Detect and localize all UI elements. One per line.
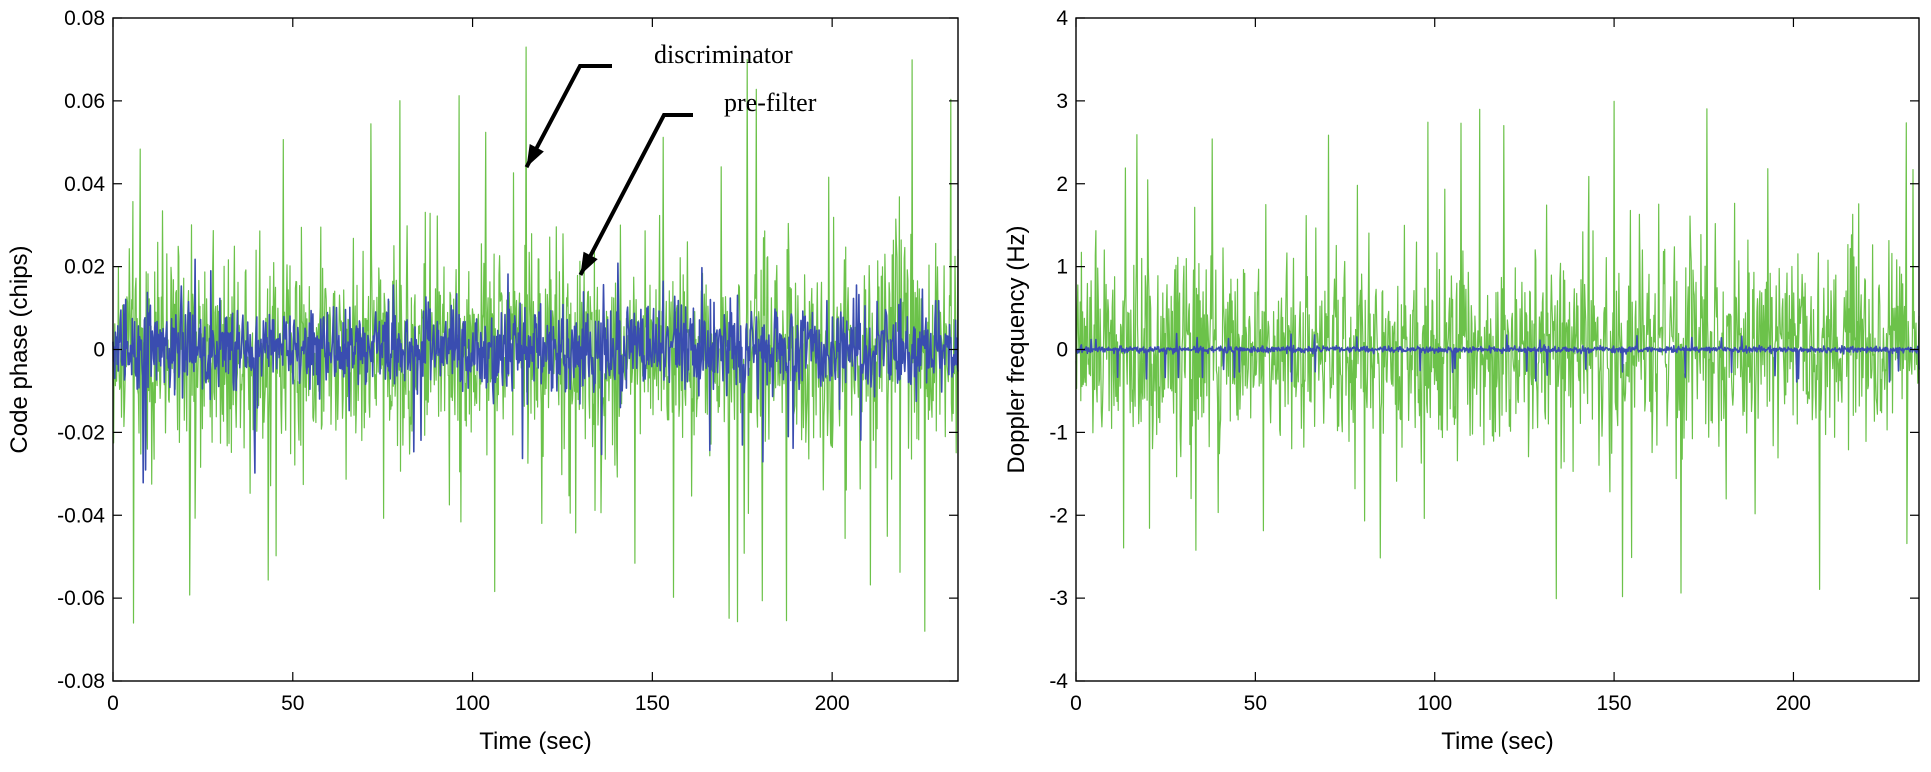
code-phase-panel: -0.08 -0.06 -0.04 -0.02 0 0.02 0.04 0.06 0.08 0 50… bbox=[6, 7, 959, 755]
y-tick-label: -0.06 bbox=[57, 587, 105, 610]
y-tick-label: 1 bbox=[1056, 256, 1068, 279]
doppler-series bbox=[1075, 100, 1920, 600]
code-phase-series bbox=[112, 46, 959, 632]
y-tick-label: 0 bbox=[1056, 339, 1068, 362]
discriminator-annotation: discriminator bbox=[654, 40, 793, 69]
doppler-x-axis-label: Time (sec) bbox=[1441, 728, 1553, 755]
y-tick-label: 4 bbox=[1056, 7, 1068, 30]
discriminator-arrowhead bbox=[526, 143, 544, 168]
y-tick-label: -1 bbox=[1049, 421, 1068, 444]
x-tick-label: 50 bbox=[1244, 692, 1267, 715]
y-tick-label: -0.04 bbox=[57, 504, 105, 527]
x-tick-label: 0 bbox=[107, 692, 119, 715]
y-tick-label: -0.02 bbox=[57, 421, 105, 444]
y-tick-label: 0 bbox=[93, 339, 105, 362]
pre-filter-arrowhead bbox=[580, 251, 598, 275]
pre-filter-arrow bbox=[578, 113, 693, 276]
doppler-pre-filter-line bbox=[1075, 332, 1920, 383]
code-phase-x-axis-label: Time (sec) bbox=[479, 728, 591, 755]
y-tick-label: 0.02 bbox=[64, 256, 105, 279]
pre-filter-annotation: pre-filter bbox=[724, 88, 817, 117]
doppler-panel: -4 -3 -2 -1 0 1 2 3 4 0 50 100 150 200 Time (sec) Dop… bbox=[1003, 7, 1920, 755]
x-tick-label: 0 bbox=[1070, 692, 1082, 715]
discriminator-arrow bbox=[524, 64, 612, 169]
y-tick-label: 0.06 bbox=[64, 90, 105, 113]
code-phase-y-axis-label: Code phase (chips) bbox=[6, 245, 33, 453]
y-tick-label: 0.08 bbox=[64, 7, 105, 30]
y-tick-label: -4 bbox=[1049, 670, 1068, 693]
code-phase-ticks: -0.08 -0.06 -0.04 -0.02 0 0.02 0.04 0.06 0.08 0 50… bbox=[57, 7, 958, 715]
x-tick-label: 200 bbox=[1776, 692, 1811, 715]
code-phase-pre-filter-line bbox=[112, 258, 959, 484]
x-tick-label: 200 bbox=[815, 692, 850, 715]
doppler-discriminator-line bbox=[1075, 100, 1920, 600]
x-tick-label: 50 bbox=[281, 692, 304, 715]
x-tick-label: 100 bbox=[455, 692, 490, 715]
y-tick-label: -0.08 bbox=[57, 670, 105, 693]
y-tick-label: 3 bbox=[1056, 90, 1068, 113]
doppler-ticks: -4 -3 -2 -1 0 1 2 3 4 0 50 100 150 200 bbox=[1049, 7, 1919, 715]
y-tick-label: 0.04 bbox=[64, 173, 105, 196]
x-tick-label: 100 bbox=[1417, 692, 1452, 715]
doppler-y-axis-label: Doppler frequency (Hz) bbox=[1003, 225, 1030, 473]
y-tick-label: -2 bbox=[1049, 504, 1068, 527]
y-tick-label: 2 bbox=[1056, 173, 1068, 196]
x-tick-label: 150 bbox=[635, 692, 670, 715]
y-tick-label: -3 bbox=[1049, 587, 1068, 610]
code-phase-annotations: discriminator pre-filter bbox=[524, 40, 817, 276]
x-tick-label: 150 bbox=[1597, 692, 1632, 715]
